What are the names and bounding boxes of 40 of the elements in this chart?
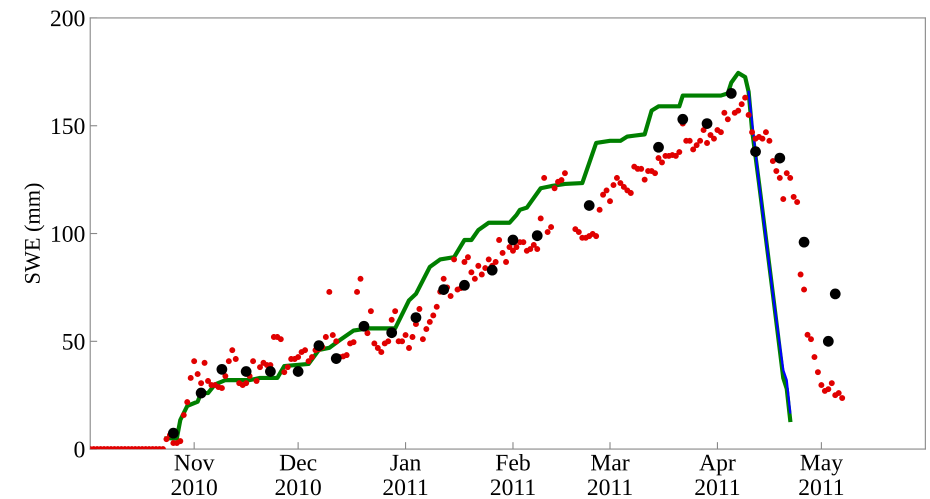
x-tick-label: Dec 2010	[276, 454, 321, 496]
y-tick-label: 50	[63, 334, 84, 350]
x-tick-label: Nov 2010	[172, 454, 217, 496]
point	[216, 364, 228, 375]
y-axis-title: SWE (mm)	[24, 184, 44, 283]
point	[240, 366, 252, 377]
point	[508, 234, 518, 246]
point	[702, 118, 712, 129]
point	[292, 366, 304, 377]
x-tick-label: May 2011	[799, 454, 844, 496]
point	[750, 146, 761, 157]
x-tick-label: Apr 2011	[695, 454, 740, 496]
point	[265, 366, 276, 377]
x-tick-label: Jan 2011	[383, 454, 428, 496]
point	[532, 230, 543, 242]
x-tick-label: Mar 2011	[588, 454, 632, 496]
y-tick-label: 200	[50, 10, 84, 26]
y-tick-label: 100	[52, 226, 84, 242]
x-tick-label: Feb 2011	[490, 454, 535, 496]
point	[314, 340, 324, 352]
point	[438, 284, 450, 295]
point	[386, 327, 398, 338]
point	[822, 336, 834, 347]
point	[584, 200, 595, 211]
point	[726, 88, 737, 99]
point	[677, 114, 688, 125]
y-tick-label: 150	[52, 118, 84, 134]
point	[168, 428, 179, 439]
point	[774, 152, 786, 164]
point	[830, 288, 841, 300]
point	[196, 388, 206, 398]
point	[653, 142, 664, 153]
point	[358, 320, 370, 332]
point	[459, 280, 470, 291]
point	[798, 236, 810, 248]
point	[486, 264, 498, 276]
y-tick-label: 0	[74, 442, 84, 458]
point	[410, 312, 422, 323]
point	[330, 353, 342, 364]
line-series	[748, 90, 792, 414]
